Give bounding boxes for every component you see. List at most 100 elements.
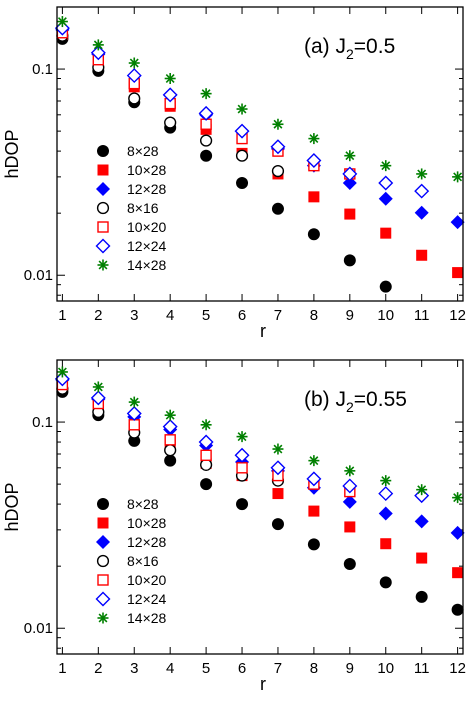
data-point bbox=[344, 208, 356, 220]
marker-shape bbox=[452, 567, 464, 579]
data-point bbox=[234, 447, 250, 463]
x-tick-label: 1 bbox=[58, 307, 66, 324]
data-point bbox=[379, 576, 392, 589]
data-point bbox=[452, 171, 464, 183]
legend-label: 10×28 bbox=[127, 515, 167, 531]
marker-shape bbox=[164, 454, 177, 467]
series-12×28 bbox=[55, 22, 465, 230]
marker-shape bbox=[200, 149, 213, 162]
marker-shape bbox=[345, 151, 355, 161]
marker-shape bbox=[237, 104, 247, 114]
marker-shape bbox=[272, 488, 284, 500]
x-tick-label: 6 bbox=[238, 660, 246, 677]
series-14×28 bbox=[56, 16, 464, 183]
y-tick-label: 0.1 bbox=[32, 61, 53, 78]
legend-item: 8×28 bbox=[97, 496, 159, 512]
x-tick-label: 10 bbox=[377, 307, 394, 324]
x-tick-label: 4 bbox=[166, 307, 174, 324]
legend-item: 10×28 bbox=[97, 162, 167, 178]
marker-shape bbox=[378, 506, 393, 521]
data-point bbox=[234, 123, 250, 139]
data-point bbox=[416, 484, 428, 496]
marker-shape bbox=[93, 40, 103, 50]
title-subscript: 2 bbox=[346, 399, 354, 415]
marker-shape bbox=[306, 153, 322, 169]
title-prefix: (b) J bbox=[304, 388, 346, 411]
marker-shape bbox=[307, 538, 320, 551]
marker-shape bbox=[378, 486, 394, 502]
data-point bbox=[200, 478, 213, 491]
marker-shape bbox=[97, 517, 109, 529]
data-point bbox=[378, 486, 394, 502]
data-point bbox=[450, 215, 465, 230]
x-tick-label: 6 bbox=[238, 307, 246, 324]
plot-frame bbox=[56, 6, 464, 302]
data-point bbox=[200, 88, 212, 100]
data-point bbox=[307, 228, 320, 241]
legend-label: 12×28 bbox=[127, 534, 167, 550]
data-point bbox=[128, 57, 140, 69]
data-point bbox=[306, 153, 322, 169]
marker-shape bbox=[381, 476, 391, 486]
marker-shape bbox=[417, 485, 427, 495]
data-point bbox=[343, 557, 356, 570]
x-tick-label: 11 bbox=[414, 660, 430, 677]
data-point bbox=[164, 116, 177, 129]
data-point bbox=[128, 434, 141, 447]
x-tick-label: 5 bbox=[202, 307, 210, 324]
marker-shape bbox=[162, 419, 178, 435]
legend-item: 12×28 bbox=[96, 181, 167, 197]
data-point bbox=[416, 552, 428, 564]
data-point bbox=[92, 39, 104, 51]
marker-shape bbox=[414, 205, 429, 220]
data-point bbox=[452, 267, 464, 279]
legend: 8×28 10×28 12×28 8×16 10×20 12×24 14×28 bbox=[95, 496, 167, 626]
data-point bbox=[414, 514, 429, 529]
marker-shape bbox=[164, 116, 177, 129]
series-8×16 bbox=[56, 29, 285, 178]
marker-shape bbox=[164, 444, 177, 457]
marker-shape bbox=[200, 478, 213, 491]
marker-shape bbox=[417, 169, 427, 179]
data-point bbox=[452, 567, 464, 579]
x-tick-label: 12 bbox=[449, 660, 466, 677]
marker-shape bbox=[96, 201, 110, 215]
data-point bbox=[380, 475, 392, 487]
marker-shape bbox=[129, 58, 139, 68]
data-point bbox=[200, 149, 213, 162]
marker-shape bbox=[273, 119, 283, 129]
marker-shape bbox=[344, 521, 356, 533]
legend-marker bbox=[97, 259, 109, 271]
data-point bbox=[306, 471, 322, 487]
legend-marker bbox=[97, 517, 109, 529]
data-point bbox=[378, 191, 393, 206]
data-point bbox=[90, 390, 106, 406]
title-suffix: =0.55 bbox=[354, 388, 407, 411]
marker-shape bbox=[162, 87, 178, 103]
marker-shape bbox=[201, 89, 211, 99]
marker-shape bbox=[98, 260, 108, 270]
marker-shape bbox=[57, 367, 67, 377]
marker-shape bbox=[453, 493, 463, 503]
series-10×28 bbox=[56, 29, 464, 279]
data-point bbox=[342, 478, 358, 494]
marker-shape bbox=[97, 498, 109, 510]
marker-shape bbox=[128, 92, 141, 105]
y-axis-label: hDOP bbox=[2, 129, 22, 178]
y-tick-label: 0.1 bbox=[32, 414, 53, 431]
data-point bbox=[272, 488, 284, 500]
legend-marker bbox=[97, 221, 109, 233]
data-point bbox=[198, 434, 214, 450]
marker-shape bbox=[237, 432, 247, 442]
marker-shape bbox=[270, 139, 286, 155]
data-point bbox=[308, 455, 320, 467]
data-point bbox=[236, 431, 248, 443]
data-point bbox=[308, 133, 320, 145]
plot-frame bbox=[56, 359, 464, 655]
legend-marker bbox=[96, 201, 110, 215]
title-subscript: 2 bbox=[346, 46, 354, 62]
marker-shape bbox=[414, 183, 430, 199]
x-axis-label: r bbox=[260, 674, 266, 694]
marker-shape bbox=[271, 518, 284, 531]
